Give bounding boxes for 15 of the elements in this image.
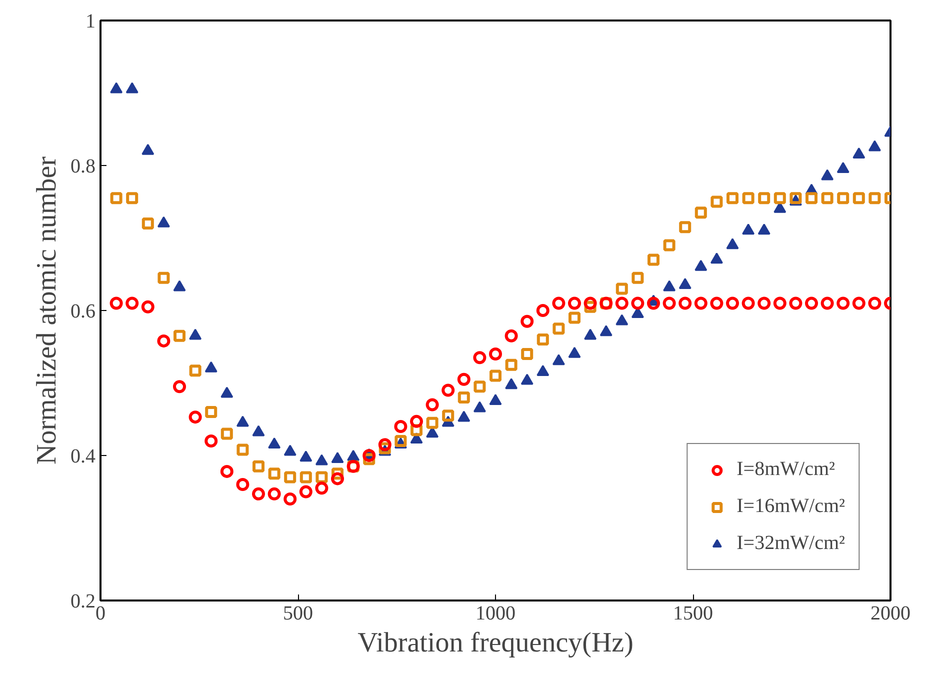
y-axis-title: Normalized atomic number <box>32 156 62 464</box>
x-tick-label: 500 <box>283 602 313 624</box>
x-tick-label: 2000 <box>870 602 910 624</box>
y-tick-label: 1 <box>86 10 96 32</box>
legend-label: I=8mW/cm² <box>736 458 835 481</box>
x-tick-label: 0 <box>96 602 106 624</box>
legend-label: I=32mW/cm² <box>736 532 845 555</box>
x-axis-title: Vibration frequency(Hz) <box>358 628 634 658</box>
y-tick-label: 0.2 <box>70 590 96 612</box>
y-tick-label: 0.8 <box>70 156 96 178</box>
y-tick-label: 0.6 <box>70 300 96 322</box>
x-tick-label: 1000 <box>476 602 516 624</box>
y-tick-label: 0.4 <box>70 446 96 468</box>
legend-label: I=16mW/cm² <box>736 495 845 518</box>
x-tick-label: 1500 <box>673 602 713 624</box>
